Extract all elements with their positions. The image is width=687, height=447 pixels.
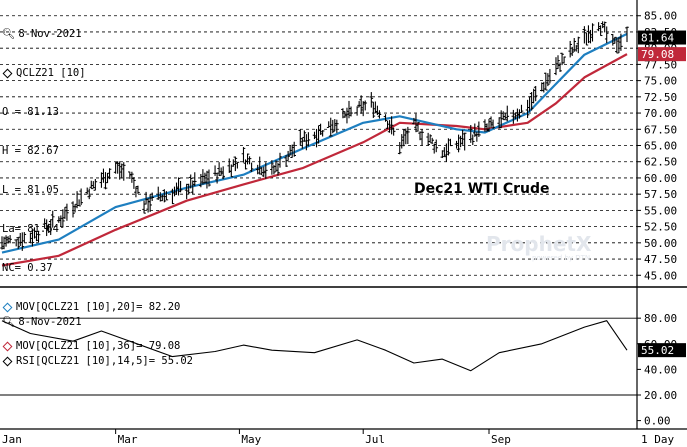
watermark-sub: powered by DTN [532,254,591,262]
rsi-tick-label: 40.00 [644,363,677,376]
main-tick-label: 75.00 [644,75,677,88]
main-tick-label: 65.00 [644,140,677,153]
x-tick-label: Sep [491,433,511,446]
rsi-tick-label: 20.00 [644,389,677,402]
rsi-tick-label: 80.00 [644,312,677,325]
ma36-label[interactable]: MOV[QCLZ21 [10],36]= 79.08 [16,340,181,352]
panel-frames [0,0,687,430]
ma20-label[interactable]: MOV[QCLZ21 [10],20]= 82.20 [16,301,181,313]
main-date: 8-Nov-2021 [18,28,82,40]
symbol-label[interactable]: QCLZ21 [10] [16,67,86,79]
rsi-info-panel: 🔍︎ 8-Nov-2021 RSI[QCLZ21 [10],14,5]= 55.0… [2,290,193,381]
rsi-tick-label: 0.00 [644,415,671,428]
x-axis: Jan Mar May Jul Sep 1 Day [2,429,674,446]
main-info-panel: 🔍︎ 8-Nov-2021 QCLZ21 [10] O = 81.13 H = 8… [2,2,180,366]
main-gridlines [0,15,637,276]
price-bars [0,21,629,251]
ma20-line [1,32,628,254]
low-value: L = 81.05 [2,184,59,196]
rsi-line [1,320,628,372]
main-tick-label: 77.50 [644,58,677,71]
period-label: 1 Day [641,433,674,446]
last-value: La= 81.64 [2,223,59,235]
rsi-magnifier-icon[interactable]: 🔍︎ [2,316,16,328]
x-tick-label: Mar [118,433,138,446]
main-tick-label: 62.50 [644,156,677,169]
rsi-series [1,320,628,372]
main-tick-label: 67.50 [644,123,677,136]
last-price-tag-bg [638,30,686,45]
magnifier-icon[interactable]: 🔍︎ [2,28,16,40]
high-value: H = 82.67 [2,145,59,157]
rsi-diamond-icon [2,356,13,367]
net-change-value: NC= 0.37 [2,262,53,274]
x-tick-label: May [241,433,261,446]
main-tick-label: 72.50 [644,91,677,104]
rsi-gridlines [0,317,637,396]
x-tick-label: Jan [2,433,22,446]
main-tick-label: 70.00 [644,107,677,120]
open-value: O = 81.13 [2,106,59,118]
main-tick-label: 57.50 [644,188,677,201]
rsi-value-tag-bg [638,343,686,358]
last-price-tag: 81.64 [641,32,674,45]
ma20-series [1,32,628,254]
main-tick-label: 60.00 [644,172,677,185]
chart-annotation: Dec21 WTI Crude [414,181,550,197]
main-tick-label: 52.50 [644,221,677,234]
ma36-series [1,53,628,267]
main-tick-label: 85.00 [644,10,677,23]
main-tick-label: 47.50 [644,253,677,266]
rsi-date: 8-Nov-2021 [18,316,82,328]
ma36-price-tag-bg [638,47,686,62]
main-tick-label: 50.00 [644,237,677,250]
watermark-logo: ProphetX [486,232,592,256]
ma36-price-tag: 79.08 [641,48,674,61]
ma36-line [1,53,628,267]
y-axis-ticks: 45.00 47.50 50.00 52.50 55.00 57.50 60.00 62.50… [637,10,677,428]
main-tick-label: 55.00 [644,204,677,217]
rsi-value-tag: 55.02 [641,344,674,357]
rsi-label[interactable]: RSI[QCLZ21 [10],14,5]= 55.02 [16,355,194,367]
price-tags: 81.64 79.08 55.02 [638,30,686,358]
main-tick-label: 45.00 [644,269,677,282]
symbol-diamond-icon [2,68,13,79]
x-tick-label: Jul [365,433,385,446]
